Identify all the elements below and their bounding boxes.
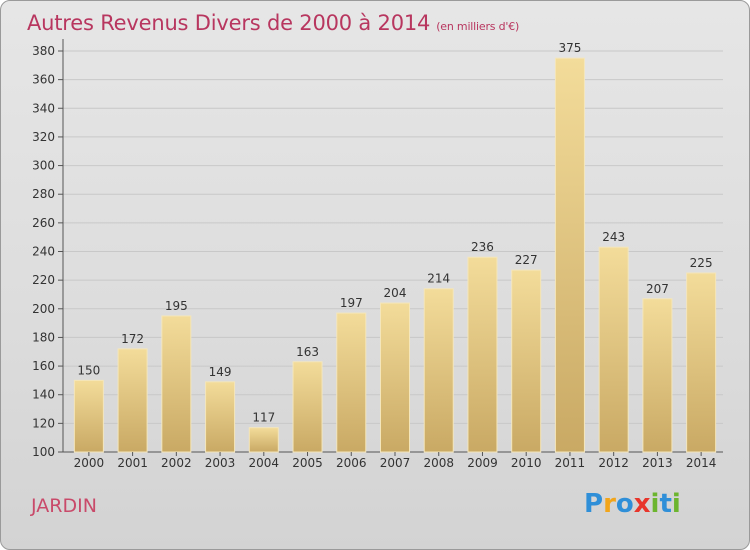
- bar: [423, 288, 454, 453]
- bar: [598, 246, 629, 453]
- x-tick-label: 2005: [292, 456, 323, 470]
- bar-value-label: 204: [384, 286, 407, 300]
- proxiti-logo: Proxiti: [584, 489, 681, 519]
- x-tick-label: 2013: [642, 456, 673, 470]
- y-tick-label: 260: [32, 216, 55, 230]
- bar-value-label: 375: [558, 41, 581, 55]
- x-tick-label: 2003: [205, 456, 236, 470]
- bar-value-label: 195: [165, 299, 188, 313]
- chart-title-text: Autres Revenus Divers de 2000 à 2014: [27, 11, 431, 35]
- bar-value-label: 197: [340, 296, 363, 310]
- bar-value-label: 163: [296, 345, 319, 359]
- x-tick-label: 2009: [467, 456, 498, 470]
- logo-letter: o: [615, 489, 634, 519]
- bar-value-label: 150: [77, 363, 100, 377]
- x-tick-label: 2000: [74, 456, 105, 470]
- x-tick-label: 2012: [598, 456, 629, 470]
- chart-subtitle: (en milliers d'€): [436, 20, 520, 33]
- x-tick-label: 2007: [380, 456, 411, 470]
- y-tick-label: 120: [32, 416, 55, 430]
- x-tick-label: 2002: [161, 456, 192, 470]
- y-tick-label: 360: [32, 73, 55, 87]
- bar: [73, 379, 104, 453]
- bar: [686, 272, 717, 453]
- x-tick-label: 2006: [336, 456, 367, 470]
- bar-value-label: 243: [602, 230, 625, 244]
- bar: [292, 361, 323, 453]
- y-tick-label: 220: [32, 273, 55, 287]
- bar-value-label: 227: [515, 253, 538, 267]
- bar-value-label: 149: [209, 365, 232, 379]
- logo-letter: x: [633, 489, 651, 519]
- chart-title: Autres Revenus Divers de 2000 à 2014 (en …: [27, 11, 519, 35]
- bar: [205, 381, 236, 453]
- y-tick-label: 320: [32, 130, 55, 144]
- bar: [248, 427, 279, 453]
- y-tick-label: 300: [32, 159, 55, 173]
- y-tick-label: 340: [32, 101, 55, 115]
- commune-name: JARDIN: [31, 495, 97, 517]
- bar: [642, 298, 673, 453]
- y-tick-label: 200: [32, 302, 55, 316]
- logo-letter: t: [659, 489, 672, 519]
- bar-value-label: 214: [427, 272, 450, 286]
- bar: [380, 302, 410, 453]
- y-tick-label: 240: [32, 245, 55, 259]
- bar: [161, 315, 192, 453]
- logo-letter: i: [671, 489, 681, 519]
- bar: [511, 269, 542, 453]
- bar: [336, 312, 367, 453]
- x-tick-label: 2011: [555, 456, 586, 470]
- logo-letter: P: [584, 489, 604, 519]
- y-tick-label: 100: [32, 445, 55, 459]
- x-tick-label: 2010: [511, 456, 542, 470]
- x-tick-label: 2014: [686, 456, 717, 470]
- y-tick-label: 180: [32, 330, 55, 344]
- y-tick-label: 380: [32, 44, 55, 58]
- x-tick-label: 2001: [117, 456, 148, 470]
- bar-value-label: 225: [690, 256, 713, 270]
- y-tick-label: 280: [32, 187, 55, 201]
- bar-value-label: 172: [121, 332, 144, 346]
- x-tick-label: 2004: [249, 456, 280, 470]
- logo-letter: r: [603, 489, 616, 519]
- bar: [467, 256, 498, 453]
- bar: [554, 57, 585, 453]
- y-tick-label: 160: [32, 359, 55, 373]
- bar-value-label: 236: [471, 240, 494, 254]
- bar-value-label: 117: [252, 411, 275, 425]
- x-tick-label: 2008: [423, 456, 454, 470]
- bar-value-label: 207: [646, 282, 669, 296]
- logo-letter: i: [650, 489, 660, 519]
- bar: [117, 348, 148, 453]
- y-tick-label: 140: [32, 388, 55, 402]
